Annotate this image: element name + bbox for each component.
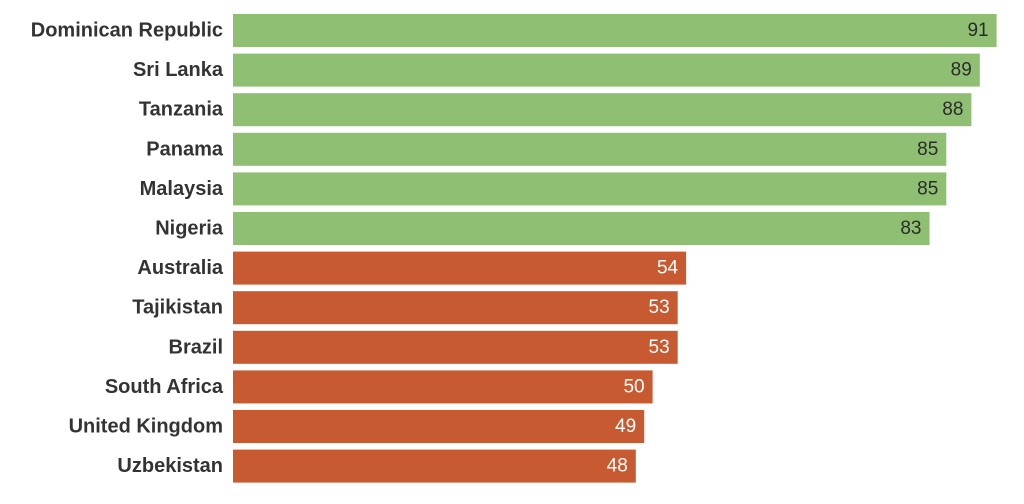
value-label-australia: 54 [657,258,679,279]
bar-sri-lanka [233,53,980,87]
bar-australia [233,251,687,285]
value-label-dominican-republic: 91 [967,20,988,41]
value-label-tanzania: 88 [942,99,963,120]
bar-panama [233,132,947,166]
category-labels: Dominican Republic Sri Lanka Tanzania Panam… [31,20,224,478]
category-label-dominican-republic: Dominican Republic [31,20,223,42]
bar-united-kingdom [233,410,645,443]
category-label-sri-lanka: Sri Lanka [133,59,224,81]
category-label-australia: Australia [137,257,223,279]
category-label-panama: Panama [146,138,224,160]
category-label-tajikistan: Tajikistan [132,297,223,319]
value-label-malaysia: 85 [917,178,938,199]
category-label-united-kingdom: United Kingdom [69,416,223,438]
bar-south-africa [233,370,653,404]
bars-layer [233,14,997,483]
value-label-tajikistan: 53 [649,297,670,318]
value-label-uzbekistan: 48 [607,456,628,477]
category-label-malaysia: Malaysia [140,178,224,200]
bar-tajikistan [233,291,678,325]
value-label-panama: 85 [917,139,938,160]
bar-nigeria [233,212,930,245]
bar-tanzania [233,93,972,127]
bar-uzbekistan [233,449,636,483]
category-label-brazil: Brazil [169,336,223,358]
category-label-tanzania: Tanzania [139,99,224,121]
category-label-uzbekistan: Uzbekistan [117,455,223,477]
bar-malaysia [233,172,947,206]
value-label-brazil: 53 [649,337,670,358]
category-label-nigeria: Nigeria [155,218,224,240]
value-label-united-kingdom: 49 [615,416,636,437]
bar-dominican-republic [233,14,997,47]
value-label-south-africa: 50 [623,376,644,397]
bar-brazil [233,330,678,364]
category-label-south-africa: South Africa [105,376,224,398]
value-label-sri-lanka: 89 [951,60,972,81]
value-label-nigeria: 83 [900,218,921,239]
